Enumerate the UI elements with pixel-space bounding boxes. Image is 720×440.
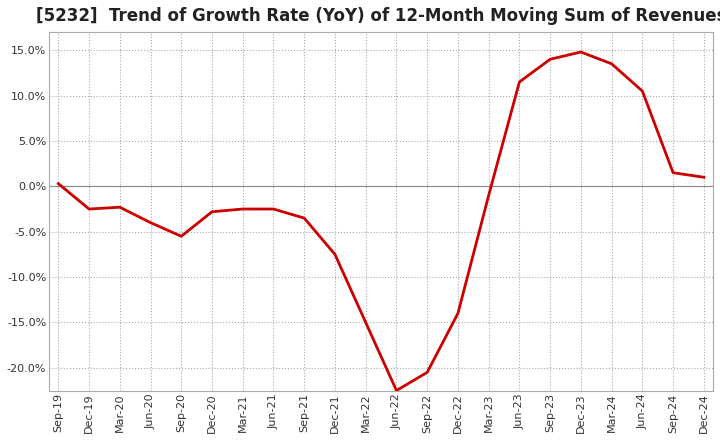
Title: [5232]  Trend of Growth Rate (YoY) of 12-Month Moving Sum of Revenues: [5232] Trend of Growth Rate (YoY) of 12-… [36,7,720,25]
